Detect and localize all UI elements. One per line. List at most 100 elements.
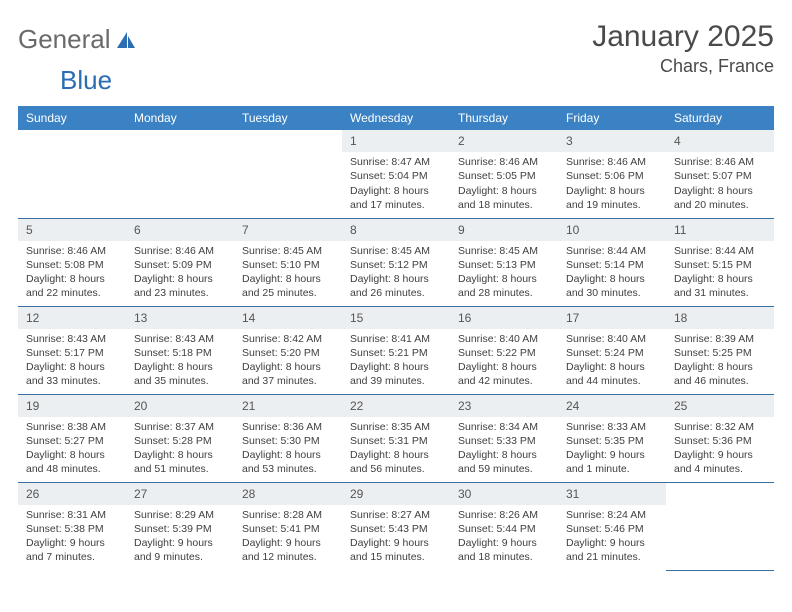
calendar-day-cell: 7Sunrise: 8:45 AMSunset: 5:10 PMDaylight…	[234, 218, 342, 306]
day-details: Sunrise: 8:45 AMSunset: 5:12 PMDaylight:…	[342, 241, 450, 305]
day-number: 27	[126, 483, 234, 505]
calendar-day-cell: 30Sunrise: 8:26 AMSunset: 5:44 PMDayligh…	[450, 482, 558, 570]
day-number: 29	[342, 483, 450, 505]
logo: General	[18, 20, 137, 55]
weekday-header: Friday	[558, 106, 666, 130]
calendar-day-cell: 31Sunrise: 8:24 AMSunset: 5:46 PMDayligh…	[558, 482, 666, 570]
calendar-day-cell: 2Sunrise: 8:46 AMSunset: 5:05 PMDaylight…	[450, 130, 558, 218]
day-details: Sunrise: 8:36 AMSunset: 5:30 PMDaylight:…	[234, 417, 342, 481]
calendar-day-cell: 16Sunrise: 8:40 AMSunset: 5:22 PMDayligh…	[450, 306, 558, 394]
day-details: Sunrise: 8:46 AMSunset: 5:08 PMDaylight:…	[18, 241, 126, 305]
day-details: Sunrise: 8:39 AMSunset: 5:25 PMDaylight:…	[666, 329, 774, 393]
day-number: 23	[450, 395, 558, 417]
day-details: Sunrise: 8:32 AMSunset: 5:36 PMDaylight:…	[666, 417, 774, 481]
calendar-day-cell: 13Sunrise: 8:43 AMSunset: 5:18 PMDayligh…	[126, 306, 234, 394]
calendar-day-cell: 14Sunrise: 8:42 AMSunset: 5:20 PMDayligh…	[234, 306, 342, 394]
day-details: Sunrise: 8:24 AMSunset: 5:46 PMDaylight:…	[558, 505, 666, 569]
calendar-day-cell: 11Sunrise: 8:44 AMSunset: 5:15 PMDayligh…	[666, 218, 774, 306]
calendar-week-row: 5Sunrise: 8:46 AMSunset: 5:08 PMDaylight…	[18, 218, 774, 306]
logo-sail-icon	[115, 30, 137, 50]
day-number: 9	[450, 219, 558, 241]
day-details: Sunrise: 8:43 AMSunset: 5:18 PMDaylight:…	[126, 329, 234, 393]
day-number: 15	[342, 307, 450, 329]
logo-text-general: General	[18, 24, 111, 55]
day-number: 11	[666, 219, 774, 241]
calendar-day-cell: 1Sunrise: 8:47 AMSunset: 5:04 PMDaylight…	[342, 130, 450, 218]
day-details: Sunrise: 8:40 AMSunset: 5:24 PMDaylight:…	[558, 329, 666, 393]
day-number: 10	[558, 219, 666, 241]
day-number: 16	[450, 307, 558, 329]
day-number: 26	[18, 483, 126, 505]
weekday-header: Tuesday	[234, 106, 342, 130]
weekday-header: Monday	[126, 106, 234, 130]
day-number: 6	[126, 219, 234, 241]
calendar-day-cell	[234, 130, 342, 218]
day-details: Sunrise: 8:45 AMSunset: 5:13 PMDaylight:…	[450, 241, 558, 305]
calendar-day-cell: 24Sunrise: 8:33 AMSunset: 5:35 PMDayligh…	[558, 394, 666, 482]
calendar-day-cell	[18, 130, 126, 218]
day-details: Sunrise: 8:43 AMSunset: 5:17 PMDaylight:…	[18, 329, 126, 393]
day-number: 21	[234, 395, 342, 417]
month-title: January 2025	[592, 20, 774, 54]
calendar-day-cell: 21Sunrise: 8:36 AMSunset: 5:30 PMDayligh…	[234, 394, 342, 482]
calendar-day-cell: 3Sunrise: 8:46 AMSunset: 5:06 PMDaylight…	[558, 130, 666, 218]
day-details: Sunrise: 8:41 AMSunset: 5:21 PMDaylight:…	[342, 329, 450, 393]
calendar-day-cell: 8Sunrise: 8:45 AMSunset: 5:12 PMDaylight…	[342, 218, 450, 306]
calendar-body: 1Sunrise: 8:47 AMSunset: 5:04 PMDaylight…	[18, 130, 774, 570]
day-number: 13	[126, 307, 234, 329]
day-number: 12	[18, 307, 126, 329]
day-details: Sunrise: 8:31 AMSunset: 5:38 PMDaylight:…	[18, 505, 126, 569]
calendar-week-row: 1Sunrise: 8:47 AMSunset: 5:04 PMDaylight…	[18, 130, 774, 218]
day-number: 4	[666, 130, 774, 152]
day-number: 30	[450, 483, 558, 505]
calendar-week-row: 19Sunrise: 8:38 AMSunset: 5:27 PMDayligh…	[18, 394, 774, 482]
day-details: Sunrise: 8:46 AMSunset: 5:06 PMDaylight:…	[558, 152, 666, 216]
day-details: Sunrise: 8:27 AMSunset: 5:43 PMDaylight:…	[342, 505, 450, 569]
day-number: 7	[234, 219, 342, 241]
day-number: 5	[18, 219, 126, 241]
day-number: 22	[342, 395, 450, 417]
day-number: 24	[558, 395, 666, 417]
calendar-day-cell: 17Sunrise: 8:40 AMSunset: 5:24 PMDayligh…	[558, 306, 666, 394]
weekday-header: Sunday	[18, 106, 126, 130]
day-details: Sunrise: 8:29 AMSunset: 5:39 PMDaylight:…	[126, 505, 234, 569]
weekday-header: Saturday	[666, 106, 774, 130]
day-number: 19	[18, 395, 126, 417]
day-details: Sunrise: 8:45 AMSunset: 5:10 PMDaylight:…	[234, 241, 342, 305]
calendar-day-cell: 27Sunrise: 8:29 AMSunset: 5:39 PMDayligh…	[126, 482, 234, 570]
calendar-day-cell: 19Sunrise: 8:38 AMSunset: 5:27 PMDayligh…	[18, 394, 126, 482]
day-details: Sunrise: 8:33 AMSunset: 5:35 PMDaylight:…	[558, 417, 666, 481]
calendar-day-cell: 28Sunrise: 8:28 AMSunset: 5:41 PMDayligh…	[234, 482, 342, 570]
calendar-day-cell: 10Sunrise: 8:44 AMSunset: 5:14 PMDayligh…	[558, 218, 666, 306]
weekday-header-row: SundayMondayTuesdayWednesdayThursdayFrid…	[18, 106, 774, 130]
day-details: Sunrise: 8:42 AMSunset: 5:20 PMDaylight:…	[234, 329, 342, 393]
location-label: Chars, France	[592, 56, 774, 77]
day-number: 28	[234, 483, 342, 505]
calendar-day-cell: 29Sunrise: 8:27 AMSunset: 5:43 PMDayligh…	[342, 482, 450, 570]
logo-text-blue: Blue	[18, 65, 112, 96]
calendar-day-cell: 18Sunrise: 8:39 AMSunset: 5:25 PMDayligh…	[666, 306, 774, 394]
calendar-day-cell: 20Sunrise: 8:37 AMSunset: 5:28 PMDayligh…	[126, 394, 234, 482]
calendar-day-cell: 22Sunrise: 8:35 AMSunset: 5:31 PMDayligh…	[342, 394, 450, 482]
day-details: Sunrise: 8:44 AMSunset: 5:15 PMDaylight:…	[666, 241, 774, 305]
day-details: Sunrise: 8:46 AMSunset: 5:07 PMDaylight:…	[666, 152, 774, 216]
day-details: Sunrise: 8:34 AMSunset: 5:33 PMDaylight:…	[450, 417, 558, 481]
weekday-header: Wednesday	[342, 106, 450, 130]
day-number: 1	[342, 130, 450, 152]
calendar-week-row: 26Sunrise: 8:31 AMSunset: 5:38 PMDayligh…	[18, 482, 774, 570]
day-details: Sunrise: 8:40 AMSunset: 5:22 PMDaylight:…	[450, 329, 558, 393]
calendar-day-cell: 4Sunrise: 8:46 AMSunset: 5:07 PMDaylight…	[666, 130, 774, 218]
day-details: Sunrise: 8:46 AMSunset: 5:09 PMDaylight:…	[126, 241, 234, 305]
day-number: 8	[342, 219, 450, 241]
calendar-day-cell: 9Sunrise: 8:45 AMSunset: 5:13 PMDaylight…	[450, 218, 558, 306]
title-block: January 2025 Chars, France	[592, 20, 774, 77]
day-number: 25	[666, 395, 774, 417]
day-details: Sunrise: 8:47 AMSunset: 5:04 PMDaylight:…	[342, 152, 450, 216]
calendar-day-cell: 25Sunrise: 8:32 AMSunset: 5:36 PMDayligh…	[666, 394, 774, 482]
day-details: Sunrise: 8:28 AMSunset: 5:41 PMDaylight:…	[234, 505, 342, 569]
calendar-day-cell: 5Sunrise: 8:46 AMSunset: 5:08 PMDaylight…	[18, 218, 126, 306]
calendar-day-cell: 12Sunrise: 8:43 AMSunset: 5:17 PMDayligh…	[18, 306, 126, 394]
day-number: 14	[234, 307, 342, 329]
calendar-day-cell: 23Sunrise: 8:34 AMSunset: 5:33 PMDayligh…	[450, 394, 558, 482]
day-details: Sunrise: 8:26 AMSunset: 5:44 PMDaylight:…	[450, 505, 558, 569]
